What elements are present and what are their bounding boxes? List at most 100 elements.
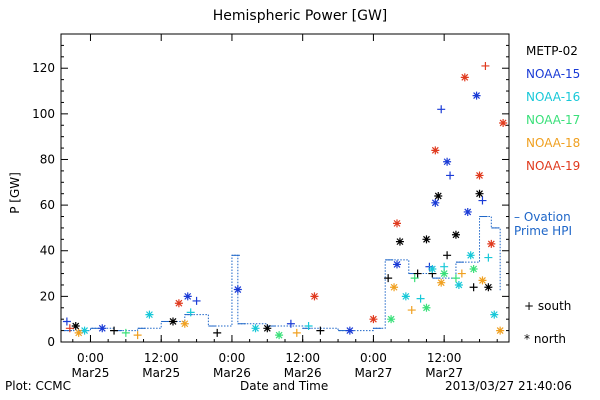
star-marker [422,235,431,244]
legend-entry: NOAA-15 [526,67,581,81]
star-marker [180,319,189,328]
legend-entry: NOAA-19 [526,159,581,173]
plus-marker [384,274,393,283]
y-tick-label: 100 [32,107,55,121]
star-marker [475,171,484,180]
star-marker [98,324,107,333]
star-marker [387,315,396,324]
series-noaa-16 [80,251,499,335]
star-marker [74,328,83,337]
y-tick-label: 60 [40,198,55,212]
star-marker [71,322,80,331]
star-marker [310,292,319,301]
plus-marker [440,262,449,271]
star-marker [463,207,472,216]
star-marker [490,310,499,319]
star-marker [393,219,401,228]
plus-marker [416,294,425,303]
plus-marker [304,322,313,331]
star-marker [475,189,484,198]
plus-marker [65,324,74,333]
star-marker [422,303,431,312]
star-marker [460,73,469,82]
plus-marker [121,328,130,337]
x-tick-label: 12:00 [285,351,320,365]
plus-marker [446,171,455,180]
x-tick-label: Mar27 [425,366,463,380]
star-marker [183,292,192,301]
x-tick-label: 0:00 [360,351,387,365]
star-marker [440,269,449,278]
plus-marker [213,328,222,337]
plus-marker [110,326,119,335]
plus-marker [478,196,487,205]
star-marker [487,239,496,248]
legend-north-marker: * north [524,332,567,346]
series-noaa-17 [121,264,478,340]
y-tick-label: 80 [40,152,55,166]
star-marker [345,326,354,335]
plus-marker [292,328,301,337]
star-marker [472,91,481,100]
plus-marker [481,61,490,70]
plus-marker [413,269,422,278]
star-marker [369,315,378,324]
x-tick-label: Mar26 [284,366,322,380]
x-tick-label: Mar25 [72,366,110,380]
y-tick-label: 120 [32,61,55,75]
star-marker [431,146,440,155]
star-marker [469,264,478,273]
star-marker [395,237,404,246]
star-marker [401,292,410,301]
star-marker [390,283,399,292]
plus-marker [443,251,452,260]
legend-ovation: – Ovation Prime HPI [514,210,572,238]
y-tick-label: 40 [40,244,55,258]
star-marker [454,280,463,289]
star-marker [434,191,443,200]
star-marker [499,118,508,127]
star-marker [251,324,260,333]
x-tick-label: Mar25 [142,366,180,380]
x-tick-label: 0:00 [77,351,104,365]
x-tick-label: 12:00 [427,351,462,365]
star-marker [145,310,154,319]
x-tick-label: Mar27 [354,366,392,380]
plus-marker [286,319,295,328]
star-marker [393,260,401,269]
y-tick-label: 20 [40,289,55,303]
data-points [62,61,508,340]
plus-marker [407,306,416,315]
plus-marker [186,308,195,317]
ovation-line [63,216,501,332]
series-noaa-19 [65,61,508,333]
y-axis-label: P [GW] [7,172,22,214]
star-marker [233,285,242,294]
plus-marker [62,317,71,326]
star-marker [428,264,437,273]
x-tick-label: 0:00 [218,351,245,365]
star-marker [263,324,272,333]
star-marker [466,251,475,260]
plus-marker [437,105,446,114]
plus-marker [469,283,478,292]
legend-entry: METP-02 [526,44,578,58]
legend-entry: NOAA-17 [526,113,581,127]
x-axis-label: Date and Time [240,379,329,393]
chart-title: Hemispheric Power [GW] [212,8,388,24]
plus-marker [484,253,493,262]
star-marker [169,317,177,326]
plus-marker [316,326,325,335]
axes: 0204060801001200:00Mar2512:00Mar250:00Ma… [32,33,510,380]
star-marker [174,299,183,308]
series-noaa-18 [74,269,505,340]
plus-marker [410,274,419,283]
plus-marker [457,269,466,278]
legend-entry: NOAA-16 [526,90,581,104]
star-marker [484,283,493,292]
star-marker [275,331,284,340]
star-marker [437,278,446,287]
footer-credit: Plot: CCMC [5,379,71,393]
star-marker [478,276,487,285]
